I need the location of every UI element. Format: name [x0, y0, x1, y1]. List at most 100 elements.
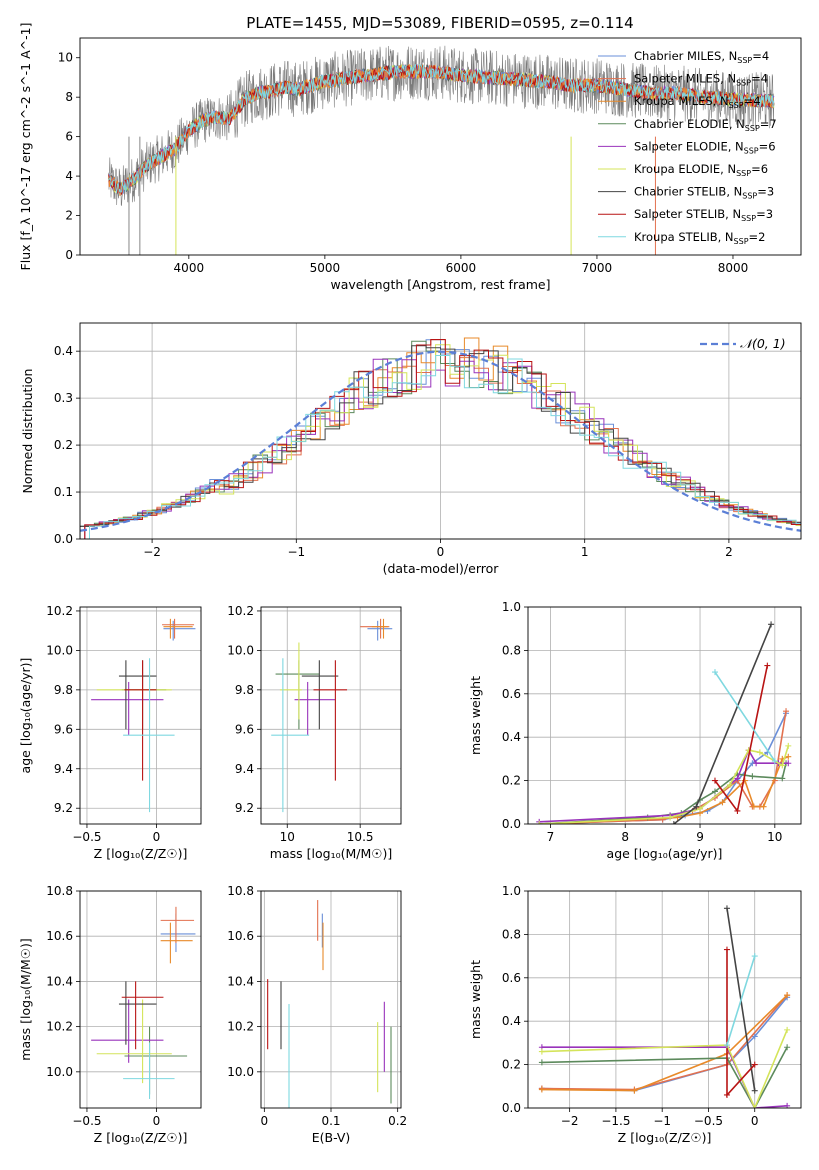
plot-area: [108, 45, 775, 255]
x-tick-label: 0: [751, 1114, 759, 1128]
weight-marker: [723, 946, 730, 953]
legend-nssp: 6: [761, 162, 768, 176]
x-tick-label: −2: [143, 545, 161, 559]
panel-spectrum: 4000 5000 6000 7000 8000 0 2 4 6 8 10 wavelength [A…: [18, 23, 802, 292]
x-tick-label: 8000: [718, 261, 749, 275]
legend-entry: Kroupa MILES, NSSP=4: [634, 94, 761, 110]
y-tick-label: 10.8: [227, 884, 254, 898]
y-tick-label: 0.4: [502, 730, 521, 744]
figure-title: PLATE=1455, MJD=53089, FIBERID=0595, z=0…: [246, 14, 633, 32]
weight-line-8: [714, 671, 776, 762]
y-tick-label: 10.0: [46, 1065, 73, 1079]
weight-marker: [538, 1048, 545, 1055]
weight-marker: [785, 742, 792, 749]
legend-name: Salpeter MILES: [634, 72, 720, 86]
axes-frame: [79, 606, 202, 825]
legend-entry: Chabrier MILES, NSSP=4: [634, 49, 769, 65]
legend-nssp: 6: [768, 139, 775, 153]
weight-marker: [719, 799, 726, 806]
y-tick-label: 9.2: [235, 801, 254, 815]
y-tick-label: 0.8: [502, 643, 521, 657]
weight-line-4: [539, 748, 789, 823]
weight-line-0: [539, 712, 787, 824]
legend-sep: , N: [728, 139, 744, 153]
legend-sub: SSP: [744, 146, 759, 155]
legend-name: Kroupa STELIB: [634, 230, 718, 244]
legend-sub: SSP: [736, 79, 751, 88]
weight-marker: [644, 814, 651, 821]
y-tick-label: 6: [65, 130, 73, 144]
y-axis-label: age [log₁₀(age/yr)]: [18, 658, 33, 774]
y-tick-label: 9.2: [54, 801, 73, 815]
x-axis-label: Z [log₁₀(Z/Z☉)]: [94, 846, 188, 861]
weight-marker: [631, 1087, 638, 1094]
y-axis-label: Flux [f_λ 10^-17 erg cm^-2 s^-1 A^-1]: [18, 23, 33, 271]
y-tick-label: 0: [65, 248, 73, 262]
y-tick-label: 9.8: [54, 683, 73, 697]
legend-eq: =: [749, 230, 759, 244]
weight-marker: [784, 1044, 791, 1051]
y-tick-label: 0.8: [502, 927, 521, 941]
legend-sep: , N: [718, 230, 734, 244]
y-tick-label: 8: [65, 90, 73, 104]
legend-name: Salpeter STELIB: [634, 207, 725, 221]
weight-marker: [726, 781, 733, 788]
panel-age_vs_Z: −0.5 0 9.2 9.4 9.6 9.8 10.0 10.2 Z [log₁₀(Z/Z☉)]…: [18, 604, 202, 861]
x-tick-label: −0.5: [72, 830, 101, 844]
x-tick-label: 6000: [446, 261, 477, 275]
y-tick-label: 10.6: [227, 929, 254, 943]
axes-frame: [79, 37, 802, 256]
x-tick-label: −1: [287, 545, 305, 559]
y-axis-label: mass weight: [468, 960, 483, 1039]
x-tick-label: 0: [437, 545, 445, 559]
legend-name: Kroupa MILES: [634, 94, 713, 108]
x-tick-label: 1: [581, 545, 589, 559]
x-tick-label: 0.1: [321, 1114, 340, 1128]
y-tick-label: 9.4: [54, 762, 73, 776]
legend-name: Salpeter ELODIE: [634, 139, 728, 153]
legend-sep: , N: [720, 72, 736, 86]
model-line-7: [108, 64, 775, 195]
x-tick-label: 0.2: [388, 1114, 407, 1128]
weight-marker: [760, 803, 767, 810]
weight-marker: [784, 1026, 791, 1033]
weight-marker: [667, 814, 674, 821]
y-tick-label: 0.6: [502, 971, 521, 985]
legend-nssp: 4: [761, 72, 768, 86]
weight-marker: [783, 708, 790, 715]
y-tick-label: 1.0: [502, 600, 521, 614]
legend-eq: =: [760, 117, 770, 131]
legend-name: Kroupa ELODIE: [634, 162, 720, 176]
y-tick-label: 10.6: [46, 929, 73, 943]
weight-marker: [768, 621, 775, 628]
legend-entry: Chabrier ELODIE, NSSP=7: [634, 117, 777, 133]
axes-frame: [260, 606, 402, 825]
legend-sub: SSP: [745, 124, 760, 133]
y-tick-label: 10.0: [227, 643, 254, 657]
weight-marker: [723, 1042, 730, 1049]
weight-marker: [751, 953, 758, 960]
legend-nssp: 4: [762, 49, 769, 63]
legend-sub: SSP: [734, 237, 749, 246]
y-axis-label: mass [log₁₀(M/M☉)]: [18, 938, 33, 1060]
histogram-step-7: [84, 339, 801, 539]
weight-marker: [734, 807, 741, 814]
normal-curve: [80, 350, 801, 532]
y-tick-label: 10.2: [46, 604, 73, 618]
x-tick-label: 9: [696, 830, 704, 844]
y-tick-label: 0.1: [54, 485, 73, 499]
legend-eq: =: [744, 94, 754, 108]
legend-entry: Salpeter ELODIE, NSSP=6: [634, 139, 776, 155]
weight-line-2: [539, 755, 789, 824]
x-axis-label: Z [log₁₀(Z/Z☉)]: [618, 1130, 712, 1145]
y-tick-label: 10.4: [46, 974, 73, 988]
y-tick-label: 10.0: [227, 1065, 254, 1079]
y-tick-label: 9.4: [235, 762, 254, 776]
weight-marker: [750, 803, 757, 810]
weight-marker: [784, 992, 791, 999]
legend-sep: , N: [726, 185, 742, 199]
x-tick-label: 10: [767, 830, 782, 844]
weight-marker: [536, 821, 543, 824]
legend-entry: Chabrier STELIB, NSSP=3: [634, 185, 774, 201]
